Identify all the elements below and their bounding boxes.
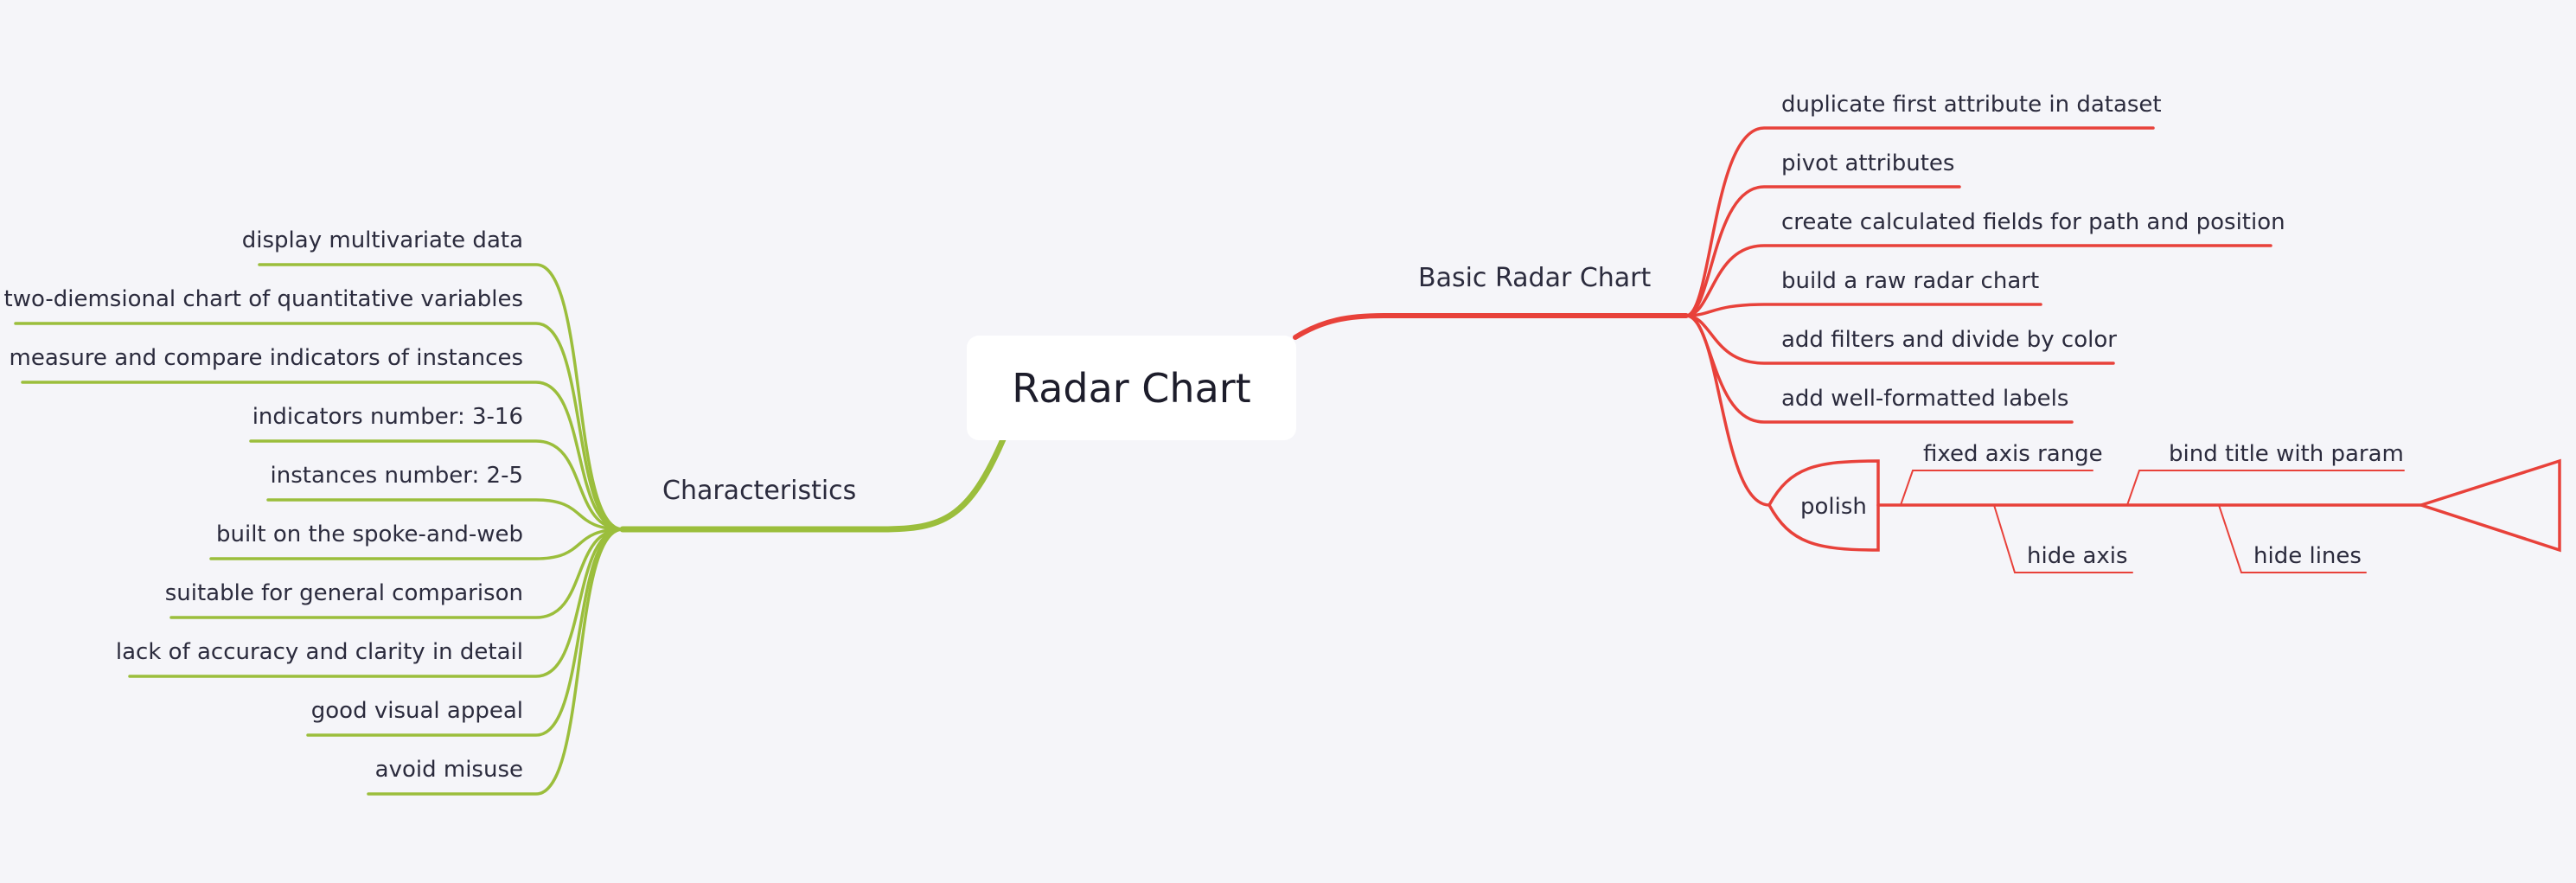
- characteristic-connector: [21, 381, 624, 531]
- characteristic-item[interactable]: good visual appeal: [310, 698, 523, 724]
- root-topic[interactable]: Radar Chart: [967, 336, 1296, 440]
- characteristic-connector: [14, 322, 624, 531]
- characteristic-item[interactable]: instances number: 2-5: [270, 463, 523, 489]
- step-item[interactable]: add well-formatted labels: [1781, 386, 2069, 412]
- characteristic-connector: [367, 528, 624, 796]
- characteristic-item[interactable]: indicators number: 3-16: [252, 404, 523, 430]
- characteristic-item[interactable]: avoid misuse: [374, 757, 523, 783]
- step-connector: [1684, 314, 2115, 365]
- step-item[interactable]: create calculated fields for path and po…: [1781, 209, 2285, 235]
- step-connector: [1684, 126, 2155, 317]
- characteristic-connector: [128, 528, 624, 678]
- characteristic-item[interactable]: display multivariate data: [241, 227, 523, 253]
- characteristic-item[interactable]: lack of accuracy and clarity in detail: [115, 639, 523, 665]
- polish-topic-label[interactable]: polish: [1800, 494, 1867, 520]
- characteristic-connector: [169, 528, 624, 619]
- branch-characteristics-label[interactable]: Characteristics: [662, 476, 857, 506]
- characteristic-item[interactable]: suitable for general comparison: [164, 580, 523, 606]
- polish-item[interactable]: hide lines: [2253, 543, 2362, 569]
- root-to-characteristics-connector: [619, 436, 1007, 533]
- polish-item-connector: [1993, 504, 2133, 573]
- root-topic-label: Radar Chart: [1012, 364, 1251, 412]
- polish-item-connector: [2126, 470, 2405, 506]
- polish-item[interactable]: bind title with param: [2169, 441, 2404, 467]
- characteristic-connector: [209, 528, 624, 560]
- polish-item-connector: [2218, 504, 2367, 573]
- root-to-basic-radar-connector: [1293, 313, 1689, 340]
- step-item[interactable]: build a raw radar chart: [1781, 268, 2040, 294]
- step-connector: [1684, 303, 2042, 317]
- step-item[interactable]: add filters and divide by color: [1781, 327, 2117, 353]
- polish-item-connector: [1900, 470, 2093, 506]
- step-connector: [1684, 185, 1961, 317]
- polish-connector: [1684, 314, 1771, 507]
- characteristic-connector: [258, 263, 624, 531]
- characteristic-item[interactable]: measure and compare indicators of instan…: [9, 345, 523, 371]
- step-item[interactable]: duplicate first attribute in dataset: [1781, 92, 2162, 118]
- polish-item[interactable]: hide axis: [2027, 543, 2128, 569]
- characteristic-item[interactable]: two-diemsional chart of quantitative var…: [3, 286, 523, 312]
- characteristic-item[interactable]: built on the spoke-and-web: [216, 521, 523, 547]
- characteristic-connector: [249, 439, 624, 531]
- polish-item[interactable]: fixed axis range: [1923, 441, 2103, 467]
- fishbone-tail: [2416, 458, 2561, 553]
- step-item[interactable]: pivot attributes: [1781, 150, 1955, 176]
- characteristic-connector: [266, 498, 624, 531]
- step-connector: [1684, 244, 2272, 317]
- branch-basic-radar-chart-label[interactable]: Basic Radar Chart: [1418, 263, 1652, 293]
